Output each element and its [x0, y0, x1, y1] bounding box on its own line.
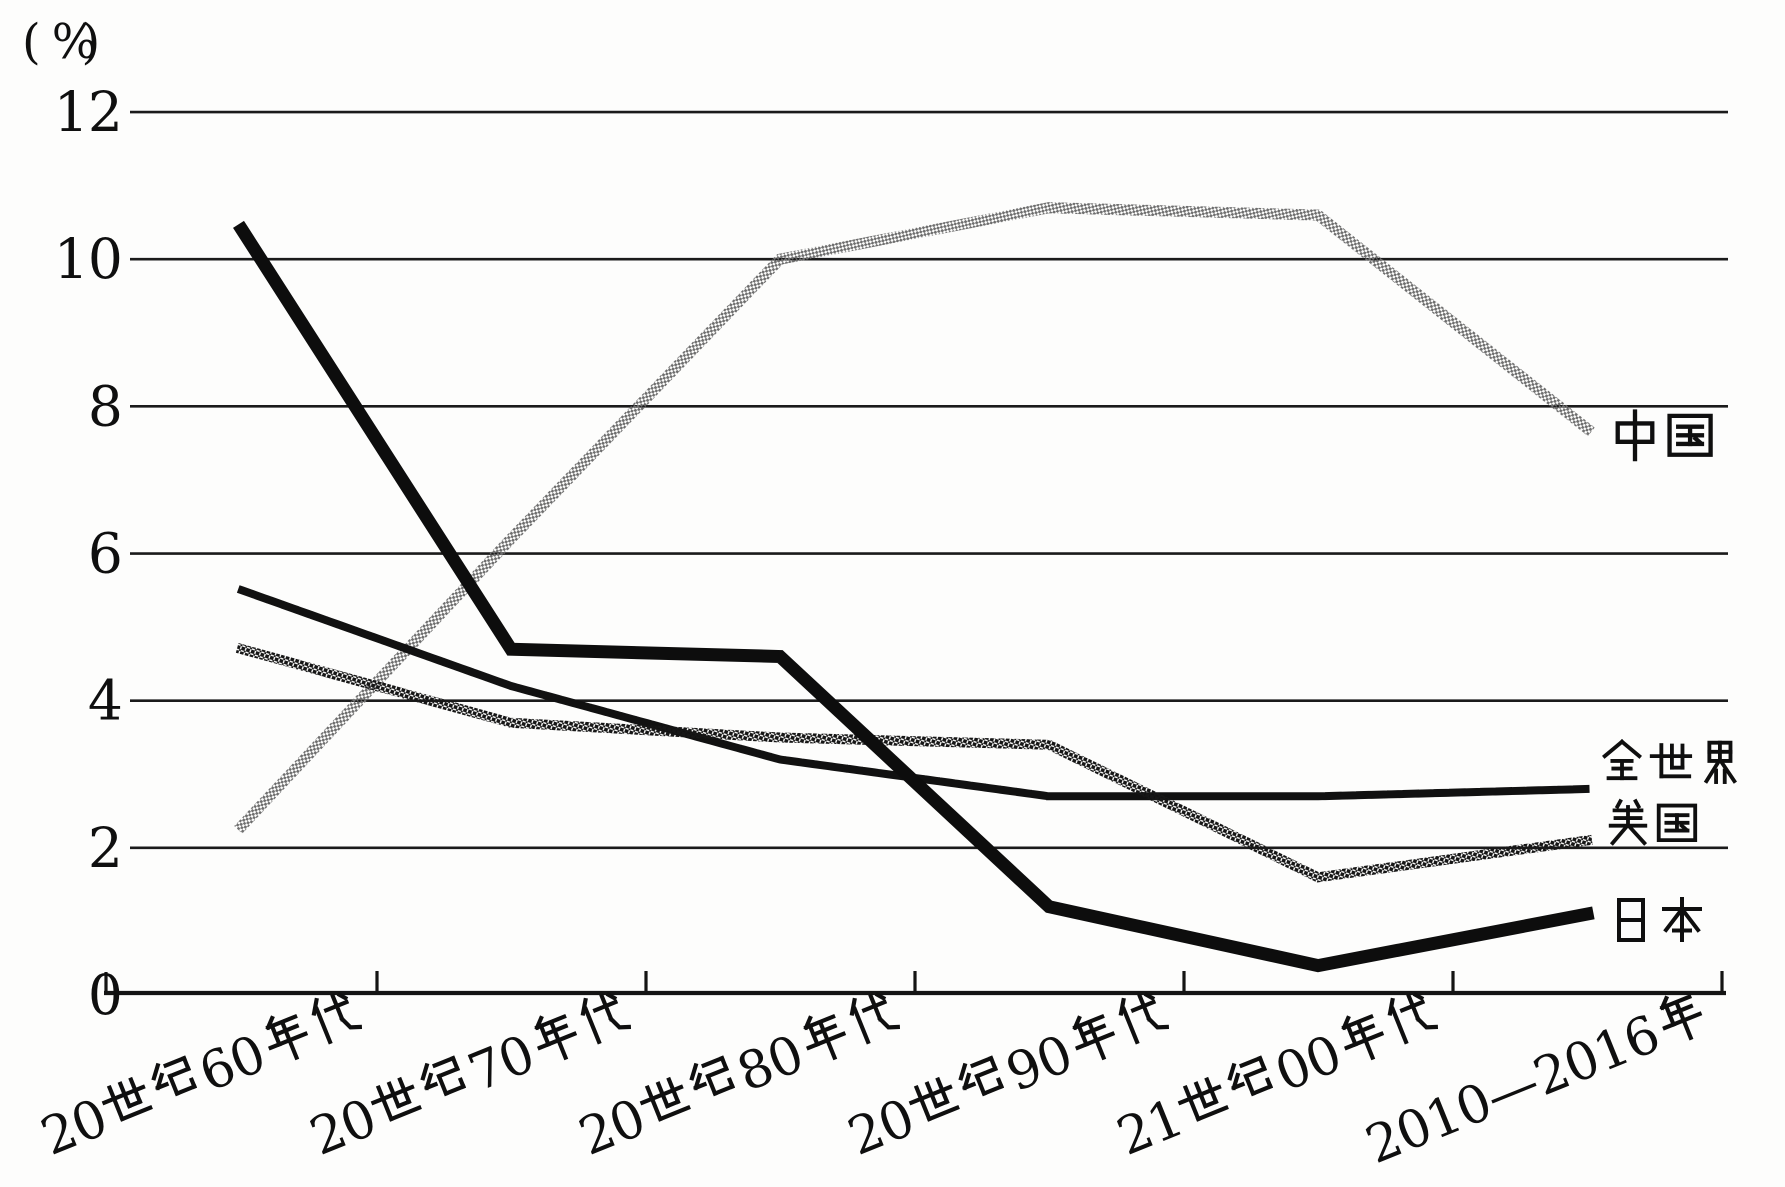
series-line-japan: [233, 220, 1595, 973]
cjk-glyph: [311, 991, 363, 1045]
series-label-world: [1602, 739, 1737, 784]
label-text: 1: [54, 80, 89, 144]
y-axis-unit-label: (%): [22, 14, 100, 70]
cjk-glyph: [420, 1055, 467, 1097]
cjk-glyph: [1656, 803, 1698, 843]
cjk-glyph: [1177, 1076, 1229, 1122]
cjk-glyph: [265, 1013, 309, 1061]
label-text: ): [82, 14, 101, 70]
series-line-china: [234, 202, 1595, 834]
cjk-glyph: [1659, 994, 1703, 1041]
axes-group: [104, 971, 1726, 996]
cjk-glyph: [1118, 991, 1170, 1045]
gridlines-group: [130, 110, 1728, 850]
cjk-glyph: [1617, 898, 1645, 942]
cjk-glyph: [908, 1076, 960, 1122]
cjk-glyph: [1608, 798, 1648, 846]
series-label-japan: [1617, 897, 1702, 942]
y-axis-tick-label-8: 8: [88, 374, 123, 438]
y-axis-tick-label-2: 2: [88, 816, 123, 880]
cjk-glyph: [1072, 1013, 1116, 1061]
label-text: 0: [88, 963, 123, 1027]
series-line-world: [236, 585, 1592, 801]
series-lines-group: [233, 202, 1595, 973]
y-axis-tick-label-4: 4: [88, 669, 123, 733]
cjk-glyph: [1703, 740, 1737, 784]
label-text: 1: [54, 227, 89, 291]
cjk-glyph: [101, 1076, 153, 1122]
series-label-china: [1615, 409, 1713, 462]
cjk-glyph: [958, 1055, 1005, 1097]
label-text: %: [52, 14, 98, 70]
cjk-glyph: [1387, 991, 1439, 1045]
cjk-glyph: [689, 1055, 736, 1097]
label-text: 6: [88, 522, 123, 586]
cjk-glyph: [534, 1013, 578, 1061]
cjk-glyph: [1615, 409, 1655, 462]
label-text: 0: [88, 227, 123, 291]
cjk-glyph: [1649, 743, 1693, 779]
label-text: 8: [88, 374, 123, 438]
cjk-glyph: [1667, 413, 1713, 457]
cjk-glyph: [1602, 739, 1642, 781]
series-line-usa: [235, 643, 1593, 883]
y-axis-tick-label-6: 6: [88, 522, 123, 586]
label-text: (: [22, 14, 41, 70]
series-label-usa: [1608, 798, 1698, 846]
label-text: 2: [88, 80, 123, 144]
label-text: 2: [88, 816, 123, 880]
cjk-glyph: [1341, 1013, 1385, 1061]
cjk-glyph: [151, 1055, 198, 1097]
cjk-glyph: [639, 1076, 691, 1122]
cjk-glyph: [1662, 897, 1702, 942]
cjk-glyph: [803, 1013, 847, 1061]
labels-group: (%)1 21 086420206020702080209021002010—201…: [22, 14, 1737, 1176]
cjk-glyph: [580, 991, 632, 1045]
cjk-glyph: [370, 1076, 422, 1122]
y-axis-tick-label-0: 0: [88, 963, 123, 1027]
cjk-glyph: [849, 991, 901, 1045]
cjk-glyph: [1227, 1055, 1274, 1097]
label-text: 4: [88, 669, 123, 733]
